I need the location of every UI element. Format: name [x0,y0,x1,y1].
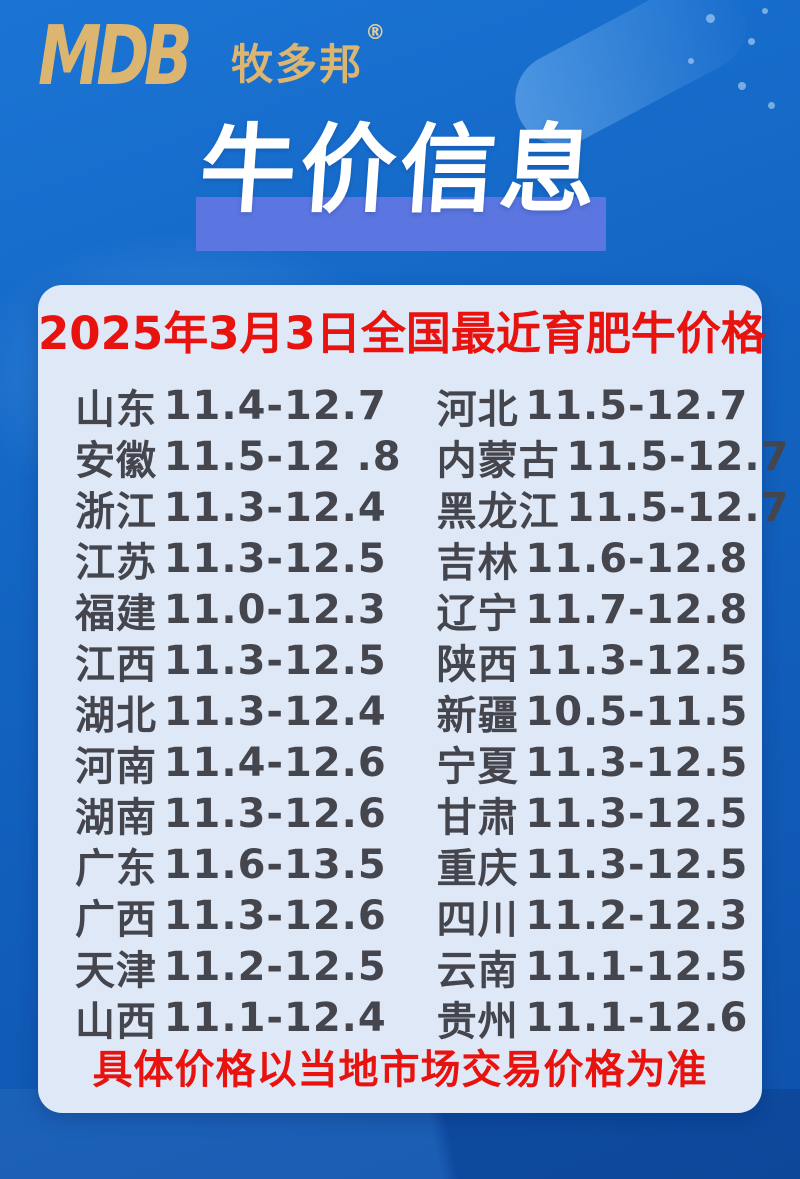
price-range: 11.3-12.5 [163,535,387,582]
price-row: 四川 11.2-12.3 [437,890,790,943]
region-name: 安徽 [75,437,157,484]
region-name: 辽宁 [436,590,519,637]
price-row: 广西 11.3-12.6 [75,890,402,943]
price-range: 11.5-12.7 [566,484,790,531]
price-range: 11.3-12.5 [525,739,749,786]
region-name: 广东 [75,845,157,892]
price-row: 天津 11.2-12.5 [75,941,402,994]
price-range: 11.5-12.7 [566,433,790,480]
region-name: 四川 [436,896,519,943]
region-name: 吉林 [436,539,519,586]
decor-dot [738,82,746,90]
price-range: 11.3-12.5 [525,790,749,837]
price-row: 陕西 11.3-12.5 [437,635,790,688]
region-name: 福建 [75,590,157,637]
decor-dot [768,102,775,109]
price-row: 贵州 11.1-12.6 [437,992,790,1045]
region-name: 天津 [75,947,157,994]
price-range: 11.1-12.5 [525,943,749,990]
price-row: 山西 11.1-12.4 [75,992,402,1045]
price-table: 山东 11.4-12.7 安徽 11.5-12 .8 浙江 11.3-12.4 江苏 1… [38,380,788,1045]
price-row: 安徽 11.5-12 .8 [75,431,402,484]
region-name: 山东 [75,386,157,433]
region-name: 重庆 [436,845,519,892]
region-name: 陕西 [436,641,519,688]
brand-logo: MDB 牧多邦 ® [38,9,386,104]
price-row: 新疆 10.5-11.5 [437,686,790,739]
region-name: 宁夏 [436,743,519,790]
price-range: 11.0-12.3 [163,586,387,633]
price-range: 11.6-12.8 [525,535,749,582]
price-range: 11.2-12.5 [163,943,387,990]
price-range: 11.6-13.5 [163,841,387,888]
price-range: 11.4-12.6 [163,739,387,786]
price-row: 河南 11.4-12.6 [75,737,402,790]
region-name: 内蒙古 [436,437,560,484]
card-header: 2025年3月3日全国最近育肥牛价格 [38,307,766,360]
price-range: 11.3-12.6 [163,892,387,939]
decor-dot [688,58,694,64]
price-row: 黑龙江 11.5-12.7 [437,482,790,535]
region-name: 甘肃 [436,794,519,841]
region-name: 云南 [436,947,519,994]
card-footer-disclaimer: 具体价格以当地市场交易价格为准 [92,1047,708,1093]
price-row: 内蒙古 11.5-12.7 [437,431,790,484]
brand-name: 牧多邦 [231,39,364,89]
price-range: 11.3-12.4 [163,688,387,735]
region-name: 江西 [75,641,157,688]
price-card: 2025年3月3日全国最近育肥牛价格 山东 11.4-12.7 安徽 11.5-12… [38,285,788,1113]
price-range: 11.1-12.4 [163,994,387,1041]
decor-dot [762,8,768,14]
decor-dot [748,38,755,45]
price-range: 11.4-12.7 [163,382,387,429]
price-row: 宁夏 11.3-12.5 [437,737,790,790]
region-name: 湖南 [75,794,157,841]
price-row: 辽宁 11.7-12.8 [437,584,790,637]
mdb-logo-text: MDB [38,9,193,104]
price-row: 山东 11.4-12.7 [75,380,402,433]
region-name: 新疆 [436,692,519,739]
price-row: 重庆 11.3-12.5 [437,839,790,892]
price-range: 11.3-12.5 [525,841,749,888]
region-name: 贵州 [436,998,519,1045]
price-range: 11.3-12.6 [163,790,387,837]
price-row: 吉林 11.6-12.8 [437,533,790,586]
price-range: 11.1-12.6 [525,994,749,1041]
price-row: 浙江 11.3-12.4 [75,482,402,535]
region-name: 山西 [75,998,157,1045]
page-title: 牛价信息 [196,114,604,226]
region-name: 广西 [75,896,157,943]
price-range: 11.5-12.7 [525,382,749,429]
price-row: 江苏 11.3-12.5 [75,533,402,586]
region-name: 黑龙江 [436,488,560,535]
price-row: 湖北 11.3-12.4 [75,686,402,739]
price-range: 11.3-12.4 [163,484,387,531]
price-row: 河北 11.5-12.7 [437,380,790,433]
decor-dot [706,14,715,23]
title-banner [196,197,606,251]
price-row: 甘肃 11.3-12.5 [437,788,790,841]
registered-mark-icon: ® [365,20,386,44]
price-range: 10.5-11.5 [525,688,749,735]
price-row: 湖南 11.3-12.6 [75,788,402,841]
price-range: 11.5-12 .8 [163,433,402,480]
price-range: 11.7-12.8 [525,586,749,633]
price-range: 11.2-12.3 [525,892,749,939]
region-name: 河南 [75,743,157,790]
region-name: 浙江 [75,488,157,535]
price-column-left: 山东 11.4-12.7 安徽 11.5-12 .8 浙江 11.3-12.4 江苏 1… [38,380,402,1045]
price-row: 福建 11.0-12.3 [75,584,402,637]
price-row: 云南 11.1-12.5 [437,941,790,994]
price-column-right: 河北 11.5-12.7 内蒙古 11.5-12.7 黑龙江 11.5-12.7 吉林… [402,380,790,1045]
price-row: 广东 11.6-13.5 [75,839,402,892]
region-name: 河北 [436,386,519,433]
price-row: 江西 11.3-12.5 [75,635,402,688]
region-name: 湖北 [75,692,157,739]
price-range: 11.3-12.5 [163,637,387,684]
region-name: 江苏 [75,539,157,586]
price-range: 11.3-12.5 [525,637,749,684]
